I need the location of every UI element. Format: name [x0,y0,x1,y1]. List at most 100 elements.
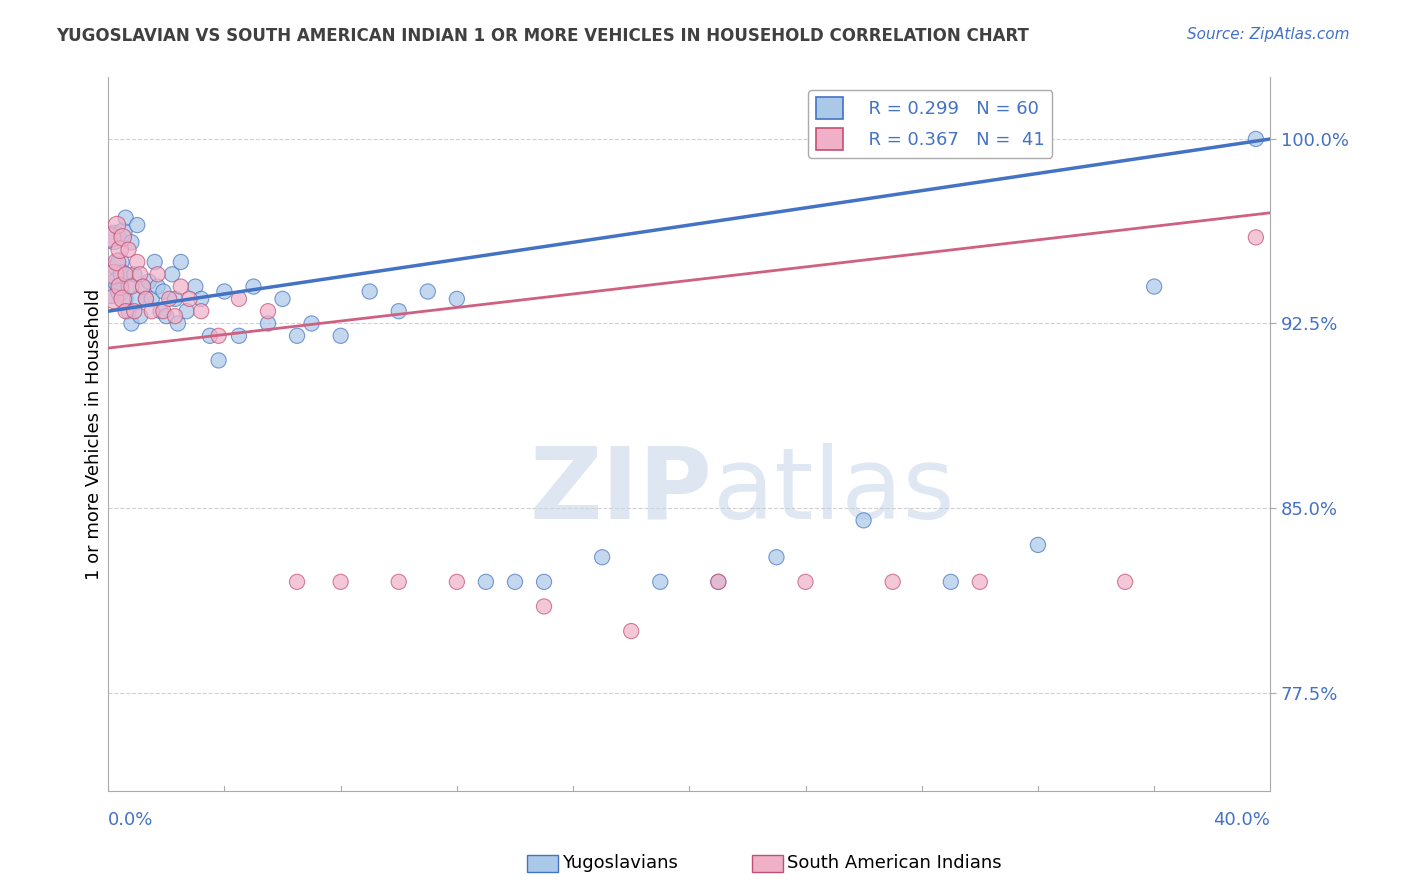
Point [149,304,172,318]
Point [285,574,308,589]
Point [533,599,555,614]
Point [103,267,125,281]
Point [176,304,198,318]
Point [446,574,468,589]
Point [765,550,787,565]
Point [257,317,280,331]
Point [108,279,131,293]
Text: 0.0%: 0.0% [108,811,153,829]
Point [190,292,212,306]
Point [100,285,122,299]
Point [1026,538,1049,552]
Point [707,574,730,589]
Point [228,328,250,343]
Point [155,309,177,323]
Point [163,292,186,306]
Point [108,255,131,269]
Text: YUGOSLAVIAN VS SOUTH AMERICAN INDIAN 1 OR MORE VEHICLES IN HOUSEHOLD CORRELATION: YUGOSLAVIAN VS SOUTH AMERICAN INDIAN 1 O… [56,27,1029,45]
Point [190,304,212,318]
Text: Yugoslavians: Yugoslavians [562,855,678,872]
Point [214,285,236,299]
Point [707,574,730,589]
Point [146,279,169,293]
Text: ZIP: ZIP [530,442,713,540]
Point [157,292,180,306]
Point [1114,574,1136,589]
Point [533,574,555,589]
Point [1244,132,1267,146]
Point [620,624,643,638]
Point [285,328,308,343]
Legend:   R = 0.299   N = 60,   R = 0.367   N =  41: R = 0.299 N = 60, R = 0.367 N = 41 [808,90,1052,158]
Point [416,285,439,299]
Point [257,304,280,318]
Point [184,279,207,293]
Point [114,267,136,281]
Point [242,279,264,293]
Point [179,292,201,306]
Point [111,230,134,244]
Point [228,292,250,306]
Point [127,255,149,269]
Point [207,328,229,343]
Point [143,255,166,269]
Point [124,304,146,318]
Point [117,279,139,293]
Point [117,243,139,257]
Point [207,353,229,368]
Point [794,574,817,589]
Point [129,309,152,323]
Point [301,317,323,331]
Point [152,304,174,318]
Point [135,292,157,306]
Point [650,574,672,589]
Point [132,279,155,293]
Point [503,574,526,589]
Point [127,292,149,306]
Point [852,513,875,527]
Point [475,574,498,589]
Point [882,574,904,589]
Point [105,218,128,232]
Point [117,304,139,318]
Point [114,304,136,318]
Y-axis label: 1 or more Vehicles in Household: 1 or more Vehicles in Household [86,289,103,580]
Text: Source: ZipAtlas.com: Source: ZipAtlas.com [1187,27,1350,42]
Point [329,574,352,589]
Point [103,230,125,244]
Point [111,267,134,281]
Point [135,292,157,306]
Point [152,285,174,299]
Point [105,275,128,289]
Point [170,279,193,293]
Point [127,218,149,232]
Point [939,574,962,589]
Point [170,255,193,269]
Point [160,267,183,281]
Point [329,328,352,343]
Point [969,574,991,589]
Point [146,267,169,281]
Point [108,285,131,299]
Point [120,279,142,293]
Point [167,317,190,331]
Point [141,304,163,318]
Point [388,304,411,318]
Point [591,550,613,565]
Text: atlas: atlas [713,442,955,540]
Point [271,292,294,306]
Point [100,230,122,244]
Point [105,260,128,274]
Point [138,275,160,289]
Point [103,292,125,306]
Point [359,285,381,299]
Point [124,267,146,281]
Point [105,255,128,269]
Point [141,292,163,306]
Text: South American Indians: South American Indians [787,855,1002,872]
Point [163,309,186,323]
Point [446,292,468,306]
Point [120,317,142,331]
Point [198,328,221,343]
Point [129,267,152,281]
